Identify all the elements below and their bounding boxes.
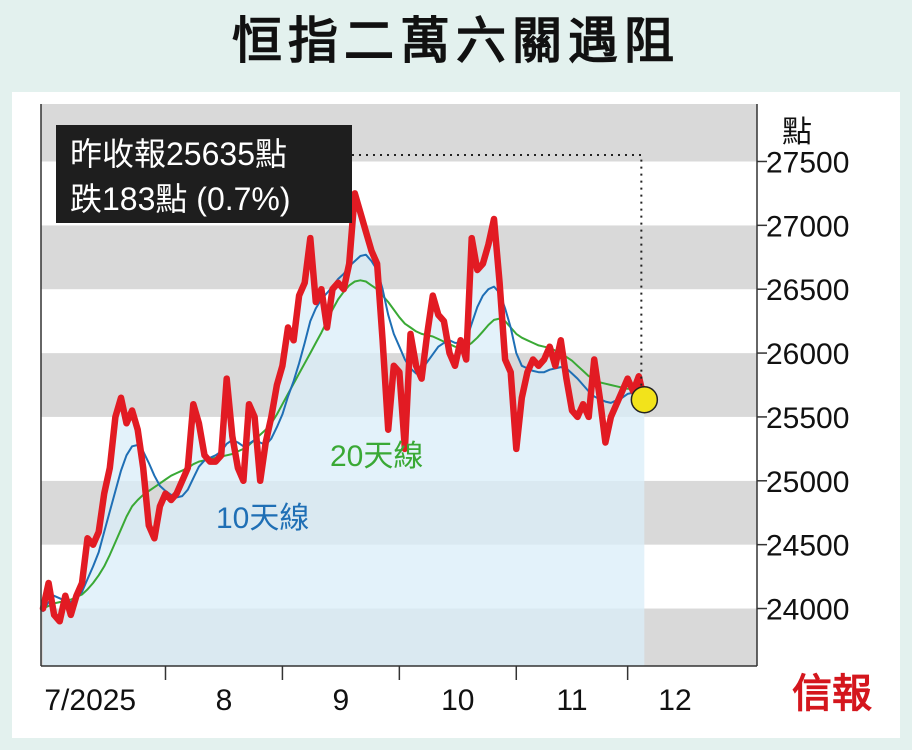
- x-month-label: 11: [556, 684, 587, 717]
- index-line: [39, 190, 648, 625]
- y-tick-label: 27500: [766, 146, 849, 179]
- y-tick-label: 25500: [766, 402, 849, 435]
- annotation-line-1: 昨收報25635點: [70, 136, 287, 172]
- x-month-label: 9: [333, 684, 350, 717]
- y-axis: 24000 24500 25000 25500 26000 26500 27000 27500…: [757, 116, 849, 627]
- y-axis-unit: 點: [782, 116, 812, 149]
- annotation-box: [56, 125, 352, 223]
- annotation-line-2: 跌183點 (0.7%): [70, 181, 291, 217]
- y-tick-label: 26500: [766, 274, 849, 307]
- y-tick-label: 27000: [766, 210, 849, 243]
- y-tick-label: 25000: [766, 466, 849, 499]
- close-marker: [630, 385, 659, 414]
- x-axis: 7/2025 8 9 10 11 12: [44, 666, 692, 717]
- y-tick-label: 26000: [766, 338, 849, 371]
- y-band: [41, 225, 757, 290]
- x-month-label: 8: [216, 684, 233, 717]
- index-area-fill: [43, 193, 645, 666]
- y-band: [41, 289, 757, 354]
- x-month-label: 10: [441, 684, 474, 717]
- y-tick-label: 24500: [766, 530, 849, 563]
- y-tick-label: 24000: [766, 594, 849, 627]
- x-month-label: 12: [658, 684, 691, 717]
- logo-text: 信報: [792, 672, 872, 716]
- chart-panel: 20天線 10天線 24000 24500 25000 25500 26000 26500 2…: [12, 92, 900, 738]
- chart-title: 恒指二萬六關遇阻: [232, 12, 680, 70]
- index-area: [43, 193, 645, 666]
- ma10-label: 10天線: [216, 502, 309, 535]
- x-month-label: 7/2025: [44, 684, 136, 717]
- ma20-label: 20天線: [330, 440, 423, 473]
